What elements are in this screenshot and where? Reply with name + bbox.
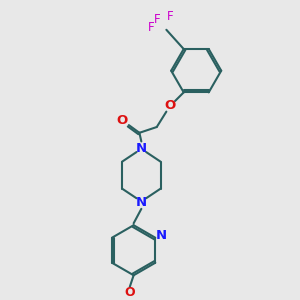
Text: N: N bbox=[136, 196, 147, 208]
Text: O: O bbox=[165, 99, 176, 112]
Text: O: O bbox=[116, 114, 128, 127]
Text: F: F bbox=[153, 13, 160, 26]
Text: F: F bbox=[148, 21, 154, 34]
Text: N: N bbox=[155, 229, 167, 242]
Text: F: F bbox=[167, 10, 173, 23]
Text: N: N bbox=[136, 142, 147, 155]
Text: O: O bbox=[124, 286, 135, 299]
